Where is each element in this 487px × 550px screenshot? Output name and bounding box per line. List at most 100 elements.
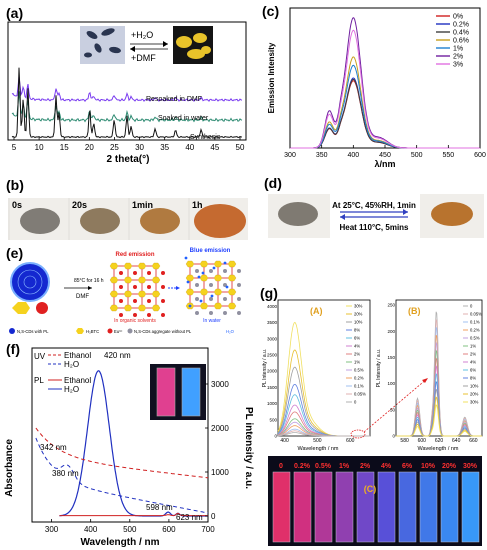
emission-curve-4 <box>290 64 480 149</box>
panel-a-plot: (a) +H₂O +DMF Resoaked in DMF Soaked <box>6 5 247 165</box>
lattice-node <box>227 274 237 282</box>
b-time-label: 1h <box>192 200 203 210</box>
lattice-ion <box>119 299 123 303</box>
panel-f-axes <box>31 347 209 523</box>
panel-f-annotations: 420 nm 342 nm 380 nm 598 nm 623 nm <box>40 351 203 522</box>
c-legend-label: 2% <box>453 54 463 61</box>
pl-ethanol-curve <box>59 512 208 517</box>
annot-623: 623 nm <box>176 513 203 522</box>
water-arrow <box>176 286 180 290</box>
legend-pl-title: PL <box>34 376 44 385</box>
panel-d: (d) At 25°C, 45%RH, 1min Heat 110°C, 5mi… <box>260 172 487 240</box>
lattice-node <box>227 288 237 296</box>
lattice-ion <box>161 313 165 317</box>
a-xtick-label: 15 <box>60 143 69 152</box>
gA-legend-label: 0.2% <box>354 376 364 381</box>
gB-legend-label: 0.05% <box>470 312 482 317</box>
backward-arrowhead <box>340 214 345 220</box>
f-ytick-label: 2000 <box>211 424 229 433</box>
vial <box>377 471 396 543</box>
panel-f: (f) Absorbance PL intensity / a.u. UV Et… <box>0 338 255 550</box>
lattice-node <box>123 262 133 270</box>
legend-cds-pl: N,S-CDs with PL <box>17 329 49 334</box>
f-xtick-label: 300 <box>45 525 59 534</box>
water-molecule <box>210 294 214 298</box>
water-molecule <box>186 280 190 284</box>
panel-a-xticks: 5 10 15 20 25 30 35 40 45 50 <box>12 137 245 152</box>
c-xtick-label: 550 <box>442 152 454 159</box>
panel-c-ylabel: Emission Intensity <box>267 42 276 113</box>
lattice-node <box>213 274 223 282</box>
lattice-ion <box>161 271 165 275</box>
a-xtick-label: 45 <box>210 143 219 152</box>
gA-ytick-label: 500 <box>269 417 277 422</box>
gA-legend-label: 1% <box>354 360 360 365</box>
panel-gA-curves <box>277 321 370 437</box>
label-resoaked-dmf: Resoaked in DMF <box>146 96 202 103</box>
cd-particle <box>10 262 50 302</box>
gB-ytick-label: 50 <box>390 407 396 412</box>
vial <box>293 471 312 543</box>
vial-ethanol <box>156 367 176 417</box>
dmf-crystals-image <box>80 26 125 64</box>
lattice-node <box>137 290 147 298</box>
lattice-node <box>185 260 195 268</box>
arrow-h2o-label: +H₂O <box>131 30 153 40</box>
panel-f-label: (f) <box>6 341 20 357</box>
water-molecule <box>212 266 216 270</box>
zoom-circle <box>350 429 366 439</box>
lattice-ion <box>223 283 227 287</box>
lattice-node <box>123 276 133 284</box>
panel-c: (c) Emission Intensity 300 350 400 450 500 55… <box>260 0 487 170</box>
b-time-label: 20s <box>72 200 87 210</box>
annot-420: 420 nm <box>104 351 131 360</box>
b-powder <box>20 208 60 234</box>
a-xtick-label: 20 <box>85 143 94 152</box>
panel-b-frames: 0s 20s 1min 1h <box>10 198 248 240</box>
grey-powder <box>278 202 318 226</box>
panel-g-plot: (g) (A) PL Intensity / a.u. 050010001500… <box>260 285 483 546</box>
gA-legend-label: 10% <box>354 320 363 325</box>
panel-c-label: (c) <box>262 3 279 19</box>
vial-label: 4% <box>381 463 392 470</box>
panel-c-xlabel: λ/nm <box>374 159 395 169</box>
vial <box>440 471 459 543</box>
lattice-ion <box>223 311 227 315</box>
gB-legend-label: 0.1% <box>470 320 480 325</box>
water-molecule <box>223 261 227 265</box>
gB-ytick-label: 100 <box>387 381 395 386</box>
panel-b-images: (b) 0s 20s 1min 1h <box>6 177 248 240</box>
lattice-node <box>213 302 223 310</box>
lattice-node <box>123 304 133 312</box>
f-ytick-label: 3000 <box>211 380 229 389</box>
lattice-ion <box>147 299 151 303</box>
panel-e-label: (e) <box>6 245 23 261</box>
c-legend-label: 0.6% <box>453 38 469 45</box>
panel-gA-xlabel: Wavelength / nm <box>297 446 338 452</box>
lattice-node <box>199 302 209 310</box>
panel-gB-ylabel: PL Intensity / a.u. <box>376 349 382 387</box>
lattice-ion <box>147 271 151 275</box>
legend-uv-title: UV <box>34 352 46 361</box>
lattice-node <box>109 276 119 284</box>
emission-curve-6 <box>290 29 480 149</box>
f-xtick-label: 400 <box>84 525 98 534</box>
lattice-ion <box>147 313 151 317</box>
gA-ytick-label: 3000 <box>267 336 278 341</box>
lattice-ion <box>119 313 123 317</box>
lattice-ion <box>195 311 199 315</box>
pattern-synthesis <box>11 67 243 139</box>
orange-powder <box>431 202 473 226</box>
label-synthesis: Synthesis <box>190 134 221 141</box>
gA-xtick-label: 600 <box>346 438 355 444</box>
gB-xtick-label: 660 <box>469 438 478 444</box>
panel-c-curves <box>290 17 480 149</box>
lattice-node <box>151 304 161 312</box>
vial <box>272 471 291 543</box>
b-time-label: 1min <box>132 200 153 210</box>
lattice-node <box>123 290 133 298</box>
lattice-ion <box>195 283 199 287</box>
lattice-ion <box>195 269 199 273</box>
f-ytick-label: 1000 <box>211 468 229 477</box>
c-xtick-label: 300 <box>284 152 296 159</box>
